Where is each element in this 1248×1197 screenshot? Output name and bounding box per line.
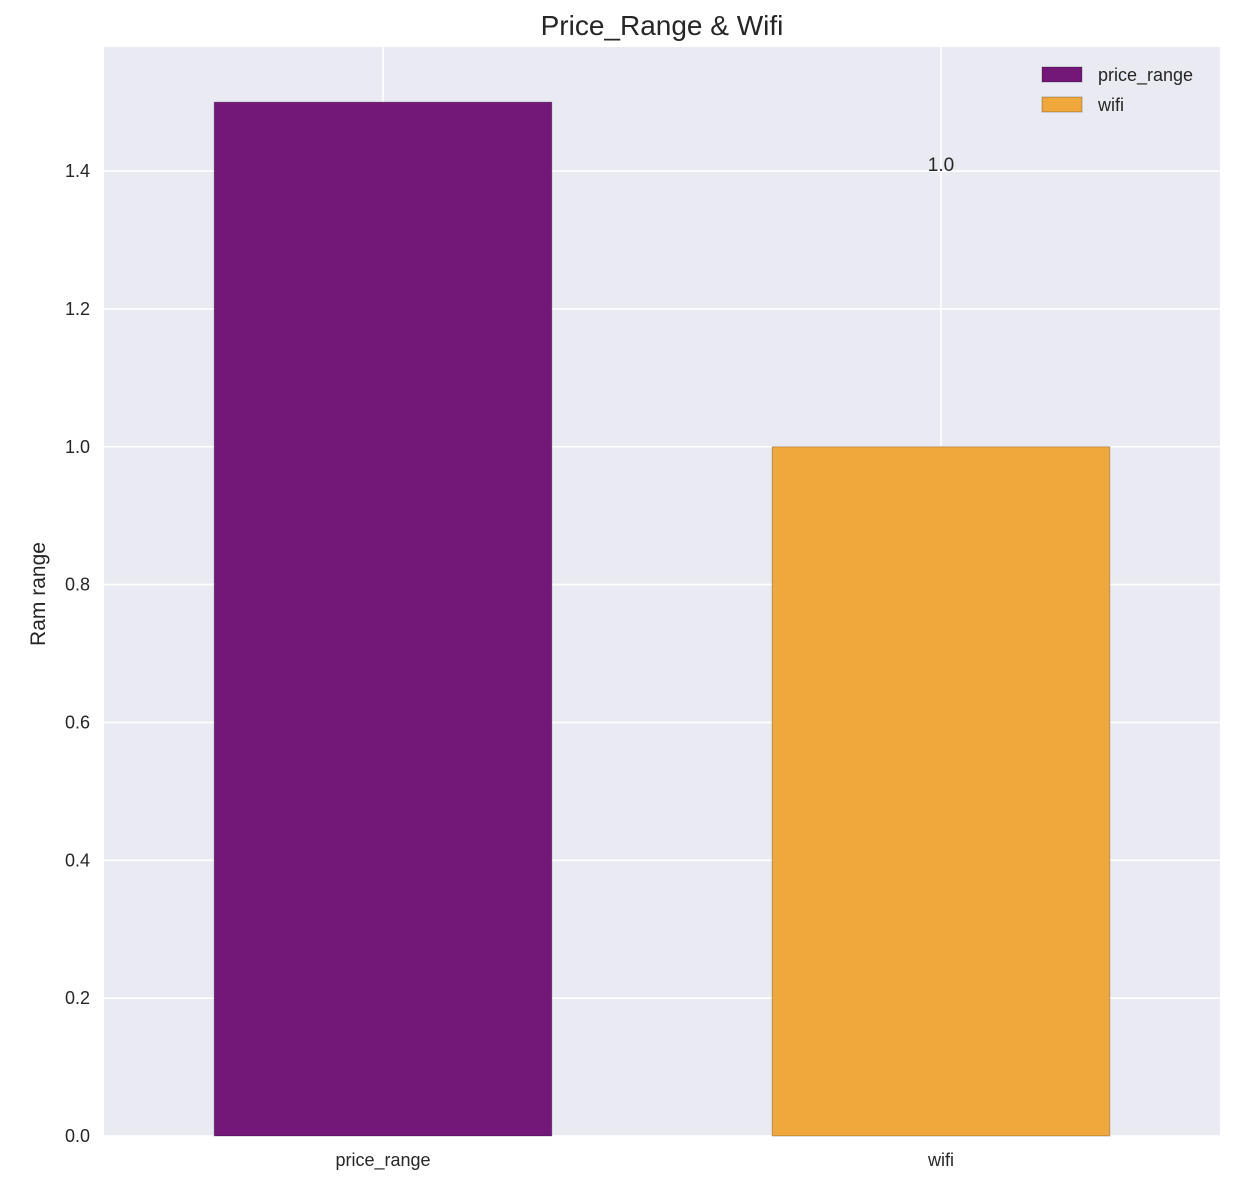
bars xyxy=(213,101,1111,1137)
y-tick-label: 1.4 xyxy=(65,161,90,181)
y-tick-label: 0.6 xyxy=(65,712,90,732)
legend-label: price_range xyxy=(1098,65,1193,86)
y-axis-ticks: 0.0 0.2 0.4 0.6 0.8 1.0 1.2 1.4 xyxy=(65,161,90,1146)
y-tick-label: 0.4 xyxy=(65,850,90,870)
y-tick-label: 0.8 xyxy=(65,575,90,595)
y-axis-label: Ram range xyxy=(27,542,50,646)
x-axis-ticks: price_range wifi xyxy=(335,1150,954,1171)
x-tick-label: wifi xyxy=(927,1150,954,1170)
y-tick-label: 0.0 xyxy=(65,1126,90,1146)
y-tick-label: 1.0 xyxy=(65,437,90,457)
y-tick-label: 1.2 xyxy=(65,299,90,319)
bar-wifi xyxy=(771,446,1111,1137)
data-label: 1.0 xyxy=(928,155,954,176)
data-labels: 1.0 xyxy=(928,155,954,176)
bar-price-range xyxy=(213,101,553,1137)
y-tick-label: 0.2 xyxy=(65,988,90,1008)
chart-title: Price_Range & Wifi xyxy=(541,10,784,41)
x-tick-label: price_range xyxy=(335,1150,430,1171)
legend-swatch xyxy=(1041,96,1083,113)
legend-label: wifi xyxy=(1097,95,1124,115)
legend-swatch xyxy=(1041,66,1083,83)
